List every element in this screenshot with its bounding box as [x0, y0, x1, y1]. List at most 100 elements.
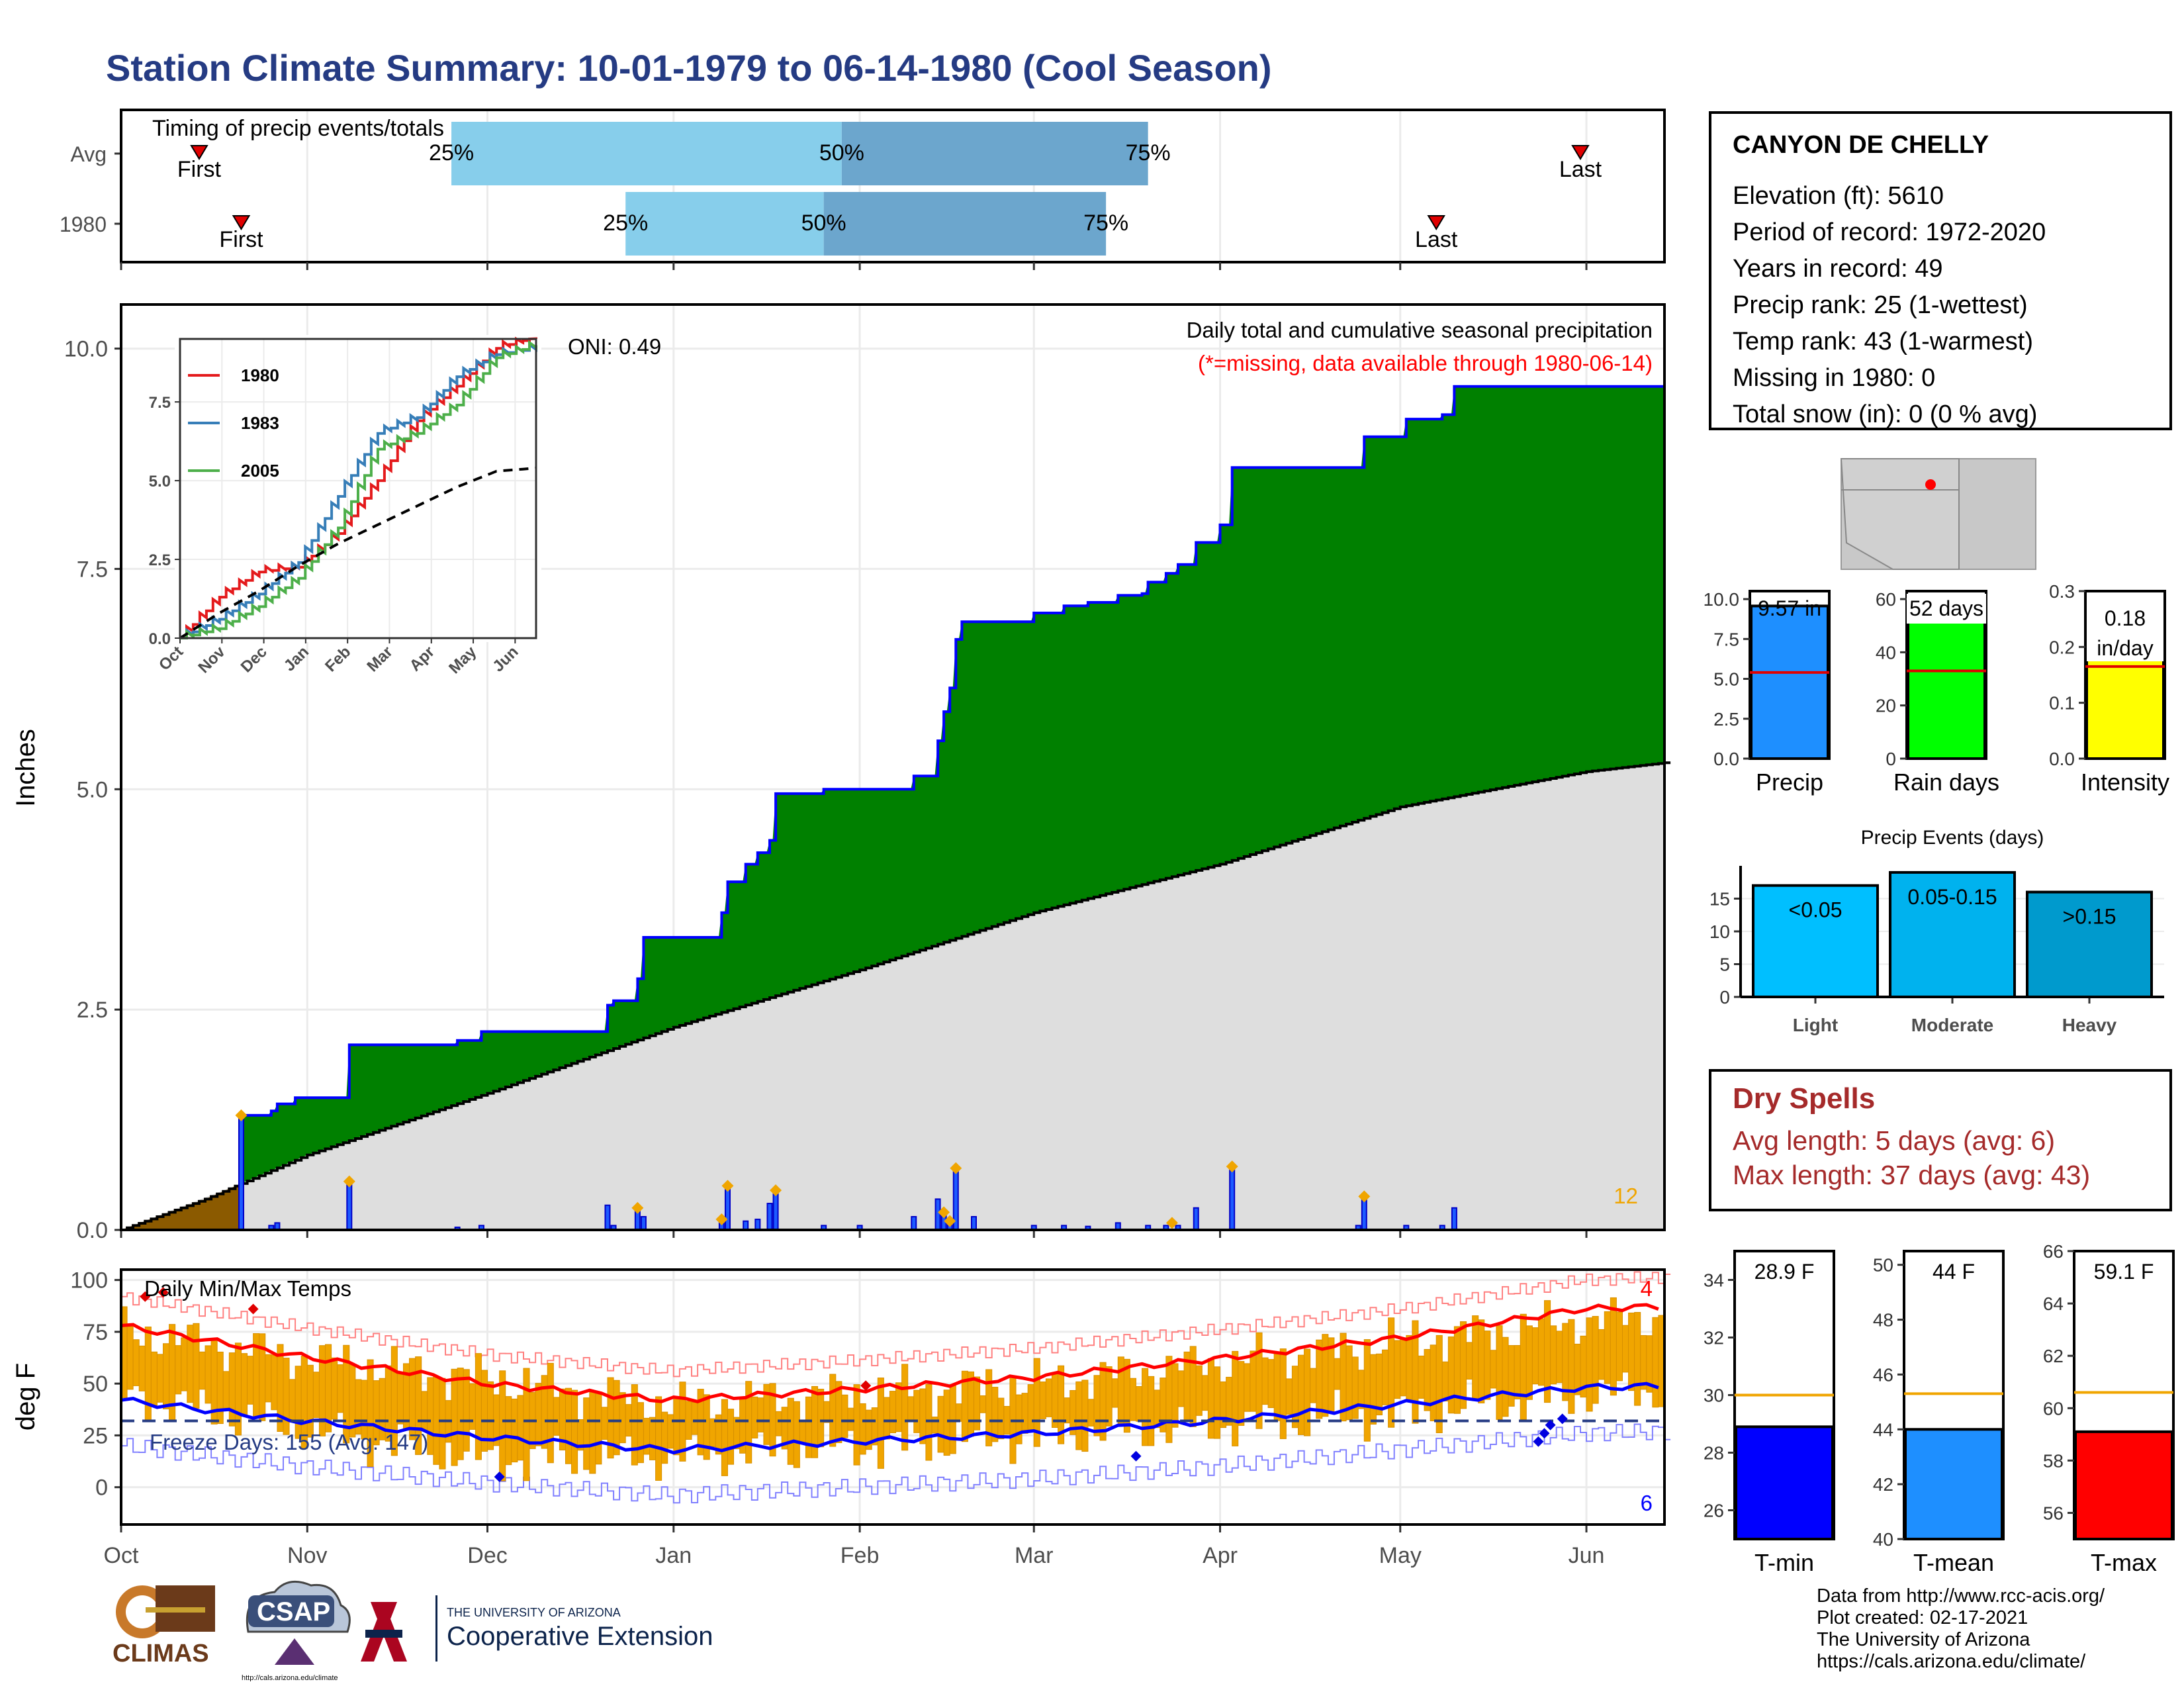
daily-temp-bar: [271, 1354, 278, 1411]
temp-category-label: T-max: [2091, 1549, 2157, 1576]
avg-cumulative-line: [121, 761, 1671, 1231]
daily-temp-bar: [247, 1356, 254, 1405]
temp-y-tick-label: 48: [1873, 1310, 1893, 1331]
page-title: Station Climate Summary: 10-01-1979 to 0…: [106, 47, 1272, 89]
daily-temp-bar: [1592, 1316, 1599, 1404]
temp-y-tick-label: 34: [1704, 1270, 1724, 1291]
daily-temp-bar: [1244, 1363, 1251, 1412]
cumulative-above-avg-area: [121, 386, 1664, 1230]
daily-temp-bar: [949, 1384, 956, 1454]
daily-precip-bar: [970, 1216, 977, 1231]
temp-y-tick-label: 42: [1873, 1474, 1893, 1495]
daily-temp-bar: [1261, 1357, 1269, 1405]
precip-summary-category-label: Intensity: [2081, 769, 2169, 796]
record-max-marker: [158, 1287, 169, 1298]
daily-temp-bar: [535, 1383, 542, 1446]
daily-precip-bar: [1193, 1207, 1199, 1231]
daily-temp-bar: [1537, 1318, 1545, 1386]
temp-panel-title: Daily Min/Max Temps: [144, 1276, 351, 1301]
daily-temp-bar: [931, 1417, 938, 1434]
rain-days-value: 52 days: [1909, 596, 1983, 620]
daily-temp-bar: [721, 1399, 728, 1476]
timing-row-label: Avg: [70, 142, 107, 166]
daily-temp-bar: [565, 1387, 572, 1464]
heavy-event-marker: [235, 1109, 248, 1121]
logos: CLIMAS CSAP http://cals.arizona.edu/clim…: [113, 1580, 713, 1681]
daily-precip-bar: [911, 1216, 917, 1231]
daily-temp-bar: [907, 1396, 915, 1422]
cumulative-1980-line: [241, 385, 1664, 1230]
daily-temp-bar: [1418, 1355, 1425, 1399]
ua-big-text: Cooperative Extension: [447, 1622, 713, 1651]
daily-temp-bar: [1111, 1378, 1118, 1408]
timing-panel-border: [120, 109, 1666, 263]
month-tick-label: Dec: [467, 1543, 507, 1568]
daily-temp-bar: [199, 1351, 206, 1390]
daily-temp-bar: [1297, 1354, 1305, 1435]
daily-temp-bar: [1604, 1311, 1611, 1384]
daily-temp-bar: [1586, 1317, 1593, 1412]
daily-temp-bar: [499, 1370, 506, 1481]
dry-spells-heading: Dry Spells: [1733, 1082, 1876, 1115]
temp-panel-border: [120, 1268, 1666, 1526]
precip-summary-y-tick-label: 20: [1876, 696, 1896, 716]
daily-precip-bar: [604, 1204, 611, 1231]
temp-y-tick-label: 50: [83, 1372, 108, 1397]
daily-temp-bar: [553, 1397, 560, 1436]
freeze-days-label: Freeze Days: 155 (Avg: 147): [150, 1430, 428, 1454]
daily-temp-bar: [1117, 1356, 1124, 1427]
daily-temp-bar: [751, 1396, 758, 1438]
heavy-event-marker: [343, 1175, 355, 1188]
daily-temp-bar: [1508, 1345, 1515, 1407]
daily-temp-bar: [1093, 1375, 1101, 1436]
precip-summary-y-tick-label: 10.0: [1704, 589, 1740, 610]
daily-temp-bar: [547, 1362, 554, 1464]
daily-temp-bar: [469, 1383, 476, 1430]
month-tick-label: Nov: [287, 1543, 327, 1568]
daily-temp-bar: [1171, 1363, 1179, 1428]
precip-events-y-tick-label: 15: [1709, 889, 1730, 910]
daily-temp-bar: [1382, 1349, 1389, 1405]
daily-temp-bar: [295, 1366, 302, 1439]
inset-y-tick-label: 5.0: [149, 473, 171, 491]
daily-temp-bar: [1064, 1397, 1071, 1424]
inset-legend-label: 1983: [241, 413, 279, 433]
daily-temp-bar: [228, 1352, 236, 1427]
daily-temp-bar: [913, 1389, 921, 1433]
daily-temp-bar: [306, 1364, 314, 1438]
min-record-count: 6: [1641, 1491, 1653, 1515]
timing-bar-50-75: [841, 122, 1148, 185]
first-event-marker: [190, 145, 208, 160]
daily-temp-bar: [1598, 1329, 1605, 1380]
daily-temp-bar: [571, 1389, 578, 1474]
daily-temp-bar: [1165, 1356, 1173, 1443]
dry-spells-avg: Avg length: 5 days (avg: 6): [1733, 1125, 2055, 1156]
daily-temp-bar: [1610, 1297, 1617, 1396]
daily-precip-bar: [754, 1219, 761, 1231]
daily-temp-bar: [289, 1379, 296, 1421]
daily-temp-bar: [1441, 1361, 1449, 1402]
month-tick-label: May: [1379, 1543, 1422, 1568]
daily-temp-bar: [1135, 1385, 1143, 1422]
daily-temp-bar: [1232, 1350, 1239, 1446]
temp-y-tick-label: 44: [1873, 1419, 1893, 1440]
precip-summary-value-bar: [1750, 604, 1829, 760]
daily-temp-bar: [175, 1345, 182, 1395]
csap-text: CSAP: [257, 1597, 330, 1626]
temp-y-tick-label: 100: [70, 1268, 108, 1293]
daily-temp-bar: [979, 1395, 987, 1413]
month-tick-label: Apr: [1203, 1543, 1238, 1568]
daily-temp-bar: [631, 1384, 638, 1466]
precip-events-bar-label: >0.15: [2063, 905, 2116, 929]
precip-panel-title: Daily total and cumulative seasonal prec…: [1187, 318, 1653, 342]
daily-temp-bar: [1021, 1393, 1028, 1434]
precip-events-category: Moderate: [1911, 1015, 1993, 1035]
daily-precip-bar: [1229, 1166, 1236, 1231]
daily-temp-bar: [1189, 1346, 1197, 1427]
first-event-marker: [232, 215, 251, 230]
daily-temp-bar: [331, 1357, 338, 1420]
daily-temp-bar: [1250, 1350, 1257, 1412]
daily-temp-bar: [1238, 1361, 1245, 1426]
record-min-line: [121, 1423, 1671, 1504]
